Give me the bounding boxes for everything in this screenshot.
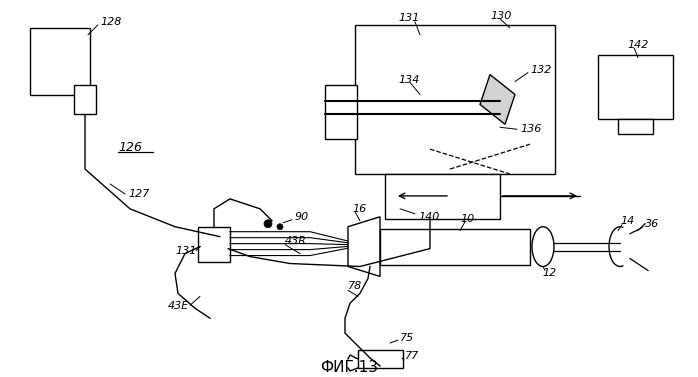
Text: 130: 130 <box>490 11 512 21</box>
Text: 131: 131 <box>175 245 196 256</box>
Circle shape <box>277 224 283 230</box>
Text: 128: 128 <box>100 17 121 27</box>
Polygon shape <box>480 75 515 124</box>
Text: ФИГ.13: ФИГ.13 <box>320 360 378 375</box>
Text: 140: 140 <box>418 212 439 222</box>
Circle shape <box>264 220 272 228</box>
Text: 126: 126 <box>118 141 142 154</box>
Text: 132: 132 <box>530 64 551 75</box>
Bar <box>358 350 403 368</box>
Bar <box>385 174 500 219</box>
Text: 134: 134 <box>398 75 419 84</box>
Text: 14: 14 <box>620 216 634 226</box>
Text: 77: 77 <box>405 351 419 361</box>
Text: 136: 136 <box>520 124 542 134</box>
Text: 90: 90 <box>295 212 309 222</box>
Bar <box>618 120 653 134</box>
Text: 16: 16 <box>352 204 366 214</box>
Bar <box>74 84 96 114</box>
Text: 131: 131 <box>398 13 419 23</box>
Text: 36: 36 <box>645 219 659 229</box>
Bar <box>380 229 530 265</box>
Bar <box>325 84 357 139</box>
Text: 75: 75 <box>400 333 414 343</box>
Ellipse shape <box>532 227 554 267</box>
Text: 127: 127 <box>128 189 149 199</box>
Bar <box>355 25 555 174</box>
Text: 78: 78 <box>348 281 362 291</box>
Bar <box>30 28 90 95</box>
Text: 12: 12 <box>542 268 556 279</box>
Bar <box>598 55 673 120</box>
Polygon shape <box>348 217 380 276</box>
Text: 43E: 43E <box>168 301 189 311</box>
Text: 10: 10 <box>460 214 474 224</box>
Text: 142: 142 <box>627 40 648 50</box>
Text: 43R: 43R <box>285 236 307 246</box>
Bar <box>198 227 230 262</box>
